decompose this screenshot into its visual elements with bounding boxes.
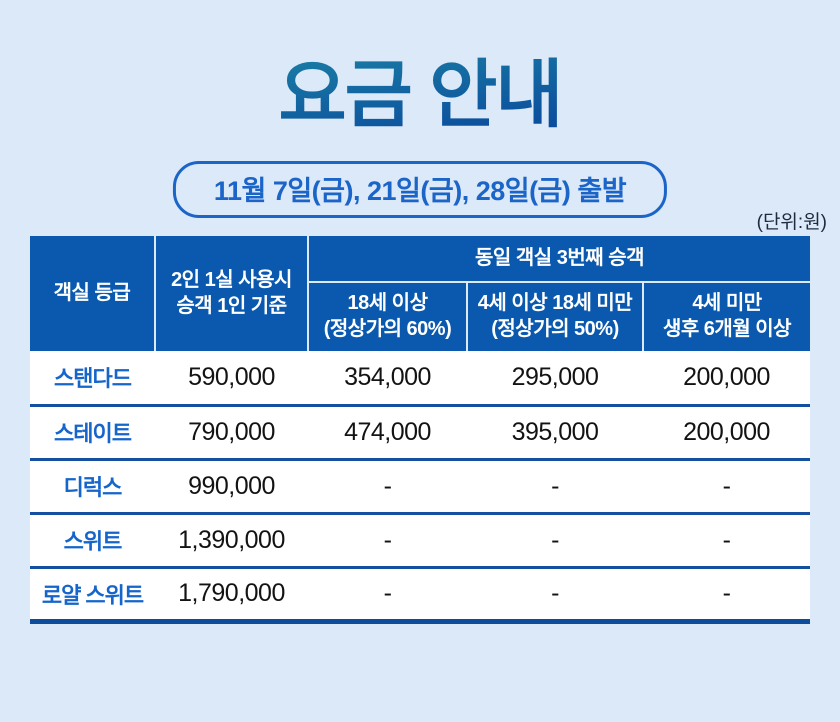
header-adult-line1: 18세 이상 xyxy=(347,292,428,315)
pricing-table: 객실 등급 2인 1실 사용시 승객 1인 기준 동일 객실 3번째 승객 18… xyxy=(30,236,811,624)
infant-price-cell: 200,000 xyxy=(643,351,811,407)
table-row-royal-suite: 로얄 스위트 1,790,000 - - - xyxy=(30,567,811,624)
table-row-suite: 스위트 1,390,000 - - - xyxy=(30,513,811,569)
child-price-cell: - xyxy=(467,459,643,515)
header-infant-line1: 4세 미만 xyxy=(692,292,762,315)
header-double-occupancy-line2: 승객 1인 기준 xyxy=(176,294,287,317)
child-price-cell: 395,000 xyxy=(467,405,643,461)
header-child: 4세 이상 18세 미만 (정상가의 50%) xyxy=(466,281,644,351)
page-title: 요금 안내 xyxy=(0,56,840,134)
grade-cell: 디럭스 xyxy=(30,459,155,515)
child-price-cell: - xyxy=(467,513,643,569)
infant-price-cell: - xyxy=(643,459,811,515)
pricing-table-header: 객실 등급 2인 1실 사용시 승객 1인 기준 동일 객실 3번째 승객 18… xyxy=(30,236,811,351)
header-third-passenger-group: 동일 객실 3번째 승객 xyxy=(306,236,811,283)
header-child-line2: (정상가의 50%) xyxy=(491,318,619,340)
table-row-standard: 스탠다드 590,000 354,000 295,000 200,000 xyxy=(30,351,811,407)
infant-price-cell: - xyxy=(643,567,811,624)
header-infant: 4세 미만 생후 6개월 이상 xyxy=(641,281,811,351)
header-room-grade: 객실 등급 xyxy=(30,236,156,351)
infant-price-cell: - xyxy=(643,513,811,569)
table-row-state: 스테이트 790,000 474,000 395,000 200,000 xyxy=(30,405,811,461)
child-price-cell: 295,000 xyxy=(467,351,643,407)
grade-cell: 스위트 xyxy=(30,513,155,569)
adult-price-cell: 354,000 xyxy=(308,351,467,407)
price-cell: 790,000 xyxy=(155,405,308,461)
infant-price-cell: 200,000 xyxy=(643,405,811,461)
price-cell: 1,390,000 xyxy=(155,513,308,569)
adult-price-cell: - xyxy=(308,567,467,624)
adult-price-cell: - xyxy=(308,459,467,515)
table-row-deluxe: 디럭스 990,000 - - - xyxy=(30,459,811,515)
header-double-occupancy: 2인 1실 사용시 승객 1인 기준 xyxy=(154,236,309,351)
adult-price-cell: - xyxy=(308,513,467,569)
price-cell: 590,000 xyxy=(155,351,308,407)
grade-cell: 로얄 스위트 xyxy=(30,567,155,624)
grade-cell: 스탠다드 xyxy=(30,351,155,407)
grade-cell: 스테이트 xyxy=(30,405,155,461)
departure-dates-badge: 11월 7일(금), 21일(금), 28일(금) 출발 xyxy=(172,161,668,218)
header-infant-line2: 생후 6개월 이상 xyxy=(662,318,792,340)
header-child-line1: 4세 이상 18세 미만 xyxy=(477,292,633,315)
header-adult-line2: (정상가의 60%) xyxy=(323,318,452,340)
price-cell: 1,790,000 xyxy=(155,567,308,624)
pricing-table-body: 스탠다드 590,000 354,000 295,000 200,000 스테이… xyxy=(30,351,811,624)
header-double-occupancy-line1: 2인 1실 사용시 xyxy=(171,268,292,291)
unit-note: (단위:원) xyxy=(756,212,827,233)
child-price-cell: - xyxy=(467,567,643,624)
header-adult: 18세 이상 (정상가의 60%) xyxy=(308,281,468,351)
price-cell: 990,000 xyxy=(155,459,308,515)
adult-price-cell: 474,000 xyxy=(308,405,467,461)
